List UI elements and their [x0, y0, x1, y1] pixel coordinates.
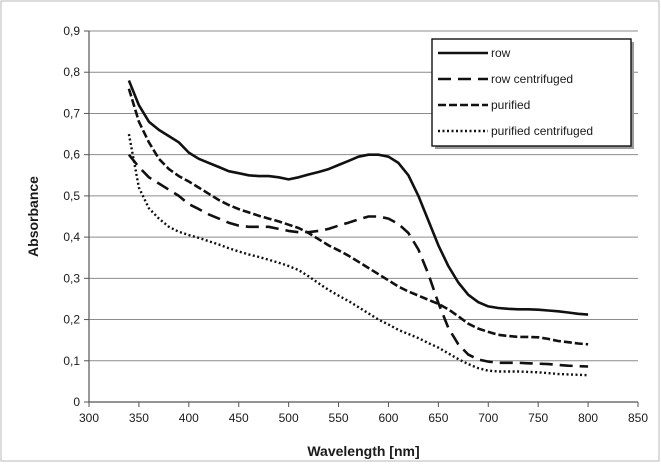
legend-label: purified centrifuged — [491, 124, 593, 138]
x-tick-label: 750 — [528, 411, 548, 425]
axes: 0 0,1 0,2 0,3 0,4 0,5 0,6 0,7 0,8 0,9 300 350 400 450… — [63, 24, 648, 425]
x-tick-label: 800 — [578, 411, 598, 425]
x-tick-label: 400 — [179, 411, 199, 425]
y-tick-label: 0,8 — [63, 65, 80, 79]
legend: row row centrifuged purified purified centr… — [431, 38, 634, 149]
legend-box — [431, 38, 632, 147]
series-line-row-centrifuged — [127, 153, 589, 368]
y-tick-label: 0,3 — [63, 271, 80, 285]
series-line-purified-centrifuged — [127, 133, 589, 377]
x-tick-label: 550 — [329, 411, 349, 425]
y-axis-title: Absorbance — [25, 176, 41, 257]
series-lines — [127, 80, 589, 377]
y-tick-label: 0,5 — [63, 189, 80, 203]
x-tick-label: 300 — [79, 411, 99, 425]
y-tick-label: 0,1 — [63, 354, 80, 368]
series-line-purified — [127, 88, 589, 346]
legend-label: row — [491, 46, 511, 60]
x-axis-title: Wavelength [nm] — [307, 443, 419, 459]
x-tick-label: 600 — [378, 411, 398, 425]
y-tick-label: 0,9 — [63, 24, 80, 38]
legend-label: row centrifuged — [491, 72, 573, 86]
y-tick-label: 0,2 — [63, 313, 80, 327]
series-line-row — [127, 80, 589, 316]
y-tick-label: 0 — [73, 395, 80, 409]
x-tick-label: 350 — [129, 411, 149, 425]
y-tick-label: 0,7 — [63, 106, 80, 120]
y-tick-label: 0,6 — [63, 148, 80, 162]
x-tick-label: 700 — [478, 411, 498, 425]
x-tick-label: 850 — [628, 411, 648, 425]
x-tick-label: 650 — [428, 411, 448, 425]
x-tick-label: 450 — [229, 411, 249, 425]
x-tick-label: 500 — [279, 411, 299, 425]
y-tick-label: 0,4 — [63, 230, 80, 244]
legend-label: purified — [491, 98, 530, 112]
